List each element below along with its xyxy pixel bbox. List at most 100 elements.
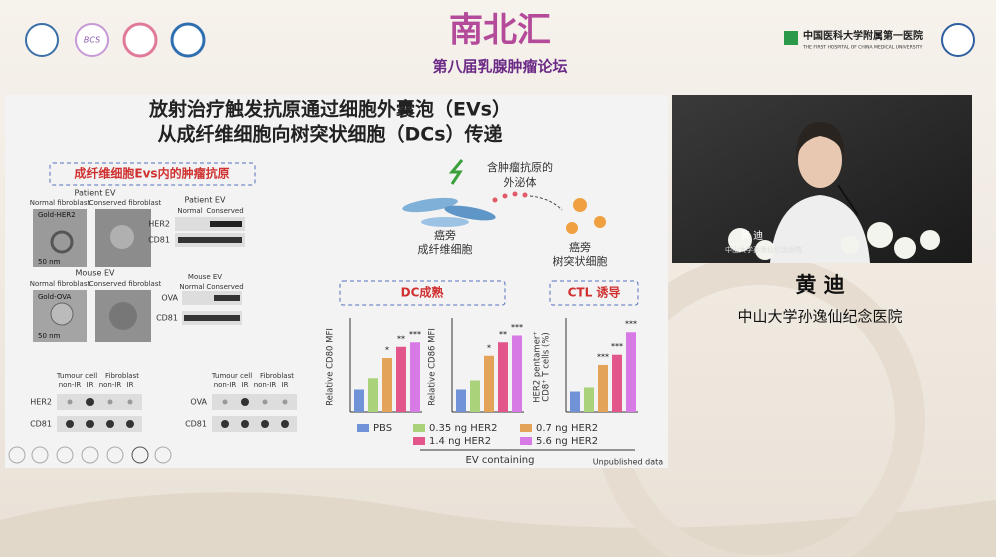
legend-label: 0.7 ng HER2 xyxy=(536,423,598,434)
hospital-name: 中国医科大学附属第一医院 xyxy=(803,29,923,42)
slide-title: 从成纤维细胞向树突状细胞（DCs）传递 xyxy=(157,123,502,146)
diagram-text: 癌旁 xyxy=(569,240,591,254)
blot-row: CD81 xyxy=(156,314,178,323)
blot-heading: Mouse EV xyxy=(188,273,222,281)
dot-strip xyxy=(212,394,297,410)
significance: *** xyxy=(625,320,637,329)
dot xyxy=(241,398,249,406)
tem-image xyxy=(33,209,87,267)
blot-row: OVA xyxy=(161,294,178,303)
dot xyxy=(106,420,114,428)
ctl-label: CTL 诱导 xyxy=(568,285,621,300)
dot xyxy=(127,399,133,405)
significance: * xyxy=(487,343,491,352)
lane-label: non-IR xyxy=(214,381,237,389)
lane-label: non-IR xyxy=(59,381,82,389)
dot-strip xyxy=(57,416,142,432)
dot xyxy=(282,399,288,405)
bcs-logo: BCS xyxy=(84,36,100,45)
legend-label: 1.4 ng HER2 xyxy=(429,436,491,447)
bar xyxy=(498,342,508,412)
tool-button[interactable] xyxy=(56,446,74,464)
blot-row: CD81 xyxy=(148,236,170,245)
lane-label: IR xyxy=(282,381,289,389)
significance: * xyxy=(385,346,389,355)
dot xyxy=(241,420,249,428)
legend-swatch xyxy=(413,437,425,445)
legend-swatch xyxy=(357,424,369,432)
tool-button[interactable] xyxy=(154,446,172,464)
blot-col: Conserved xyxy=(206,283,243,291)
group-label: Fibroblast xyxy=(105,372,139,380)
lane-label: non-IR xyxy=(99,381,122,389)
row-label: CD81 xyxy=(185,420,207,429)
tool-button[interactable] xyxy=(106,446,124,464)
tool-button[interactable] xyxy=(131,446,149,464)
dot xyxy=(86,420,94,428)
legend-label: PBS xyxy=(373,423,392,434)
blot-row: HER2 xyxy=(148,220,170,229)
tool-button[interactable] xyxy=(81,446,99,464)
dendritic-cells xyxy=(566,198,606,234)
band xyxy=(184,315,240,321)
gold-label: Gold-OVA xyxy=(38,293,72,301)
vesicle xyxy=(109,302,137,330)
row-label: OVA xyxy=(190,398,207,407)
group-label: Fibroblast xyxy=(260,372,294,380)
dot-strip xyxy=(57,394,142,410)
dot xyxy=(126,420,134,428)
scale-label: 50 nm xyxy=(38,258,61,266)
lightning xyxy=(448,159,464,185)
bar xyxy=(626,332,636,412)
dot xyxy=(281,420,289,428)
group-label: Tumour cell xyxy=(56,372,97,380)
dot xyxy=(66,420,74,428)
significance: *** xyxy=(597,352,609,361)
bar xyxy=(570,391,580,412)
dot xyxy=(262,399,268,405)
dot xyxy=(222,399,228,405)
vesicle xyxy=(50,302,74,326)
significance: ** xyxy=(397,334,405,343)
blot-col: Normal xyxy=(177,207,202,215)
university-logo xyxy=(941,23,975,57)
label-box xyxy=(549,280,639,306)
bar xyxy=(368,378,378,412)
arrow xyxy=(529,195,563,211)
blot-col: Conserved xyxy=(206,207,243,215)
fibroblast-cells xyxy=(402,197,496,227)
dot xyxy=(221,420,229,428)
gold-label: Gold-HER2 xyxy=(38,211,76,219)
bar xyxy=(484,355,494,412)
band xyxy=(210,221,242,227)
tool-button[interactable] xyxy=(31,446,49,464)
speaker-name: 黄 迪 xyxy=(795,273,844,297)
note: Unpublished data xyxy=(593,458,663,467)
event-title: 南北汇 xyxy=(449,11,551,51)
bar xyxy=(598,364,608,412)
hospital-name-en: THE FIRST HOSPITAL OF CHINA MEDICAL UNIV… xyxy=(802,45,923,51)
label-box xyxy=(49,162,256,186)
dot xyxy=(86,398,94,406)
legend-swatch xyxy=(520,424,532,432)
bg-wave xyxy=(0,492,996,557)
lane-label: IR xyxy=(87,381,94,389)
row-label: CD81 xyxy=(30,420,52,429)
bar xyxy=(456,389,466,412)
tool-button[interactable] xyxy=(8,446,26,464)
event-subtitle: 第八届乳腺肿瘤论坛 xyxy=(432,58,567,76)
blot xyxy=(182,291,242,305)
dot xyxy=(67,399,73,405)
legend-caption: EV containing xyxy=(466,455,535,466)
legend-label: 0.35 ng HER2 xyxy=(429,423,497,434)
vesicle xyxy=(110,225,134,249)
col-label: Normal fibroblast xyxy=(30,280,91,288)
logos-left xyxy=(25,22,206,58)
lane-label: non-IR xyxy=(254,381,277,389)
significance: *** xyxy=(511,323,523,332)
video-caption-name: 黄 迪 xyxy=(740,229,763,242)
blot-col: Normal xyxy=(179,283,204,291)
section-label: 成纤维细胞Evs内的肿瘤抗原 xyxy=(74,166,229,181)
